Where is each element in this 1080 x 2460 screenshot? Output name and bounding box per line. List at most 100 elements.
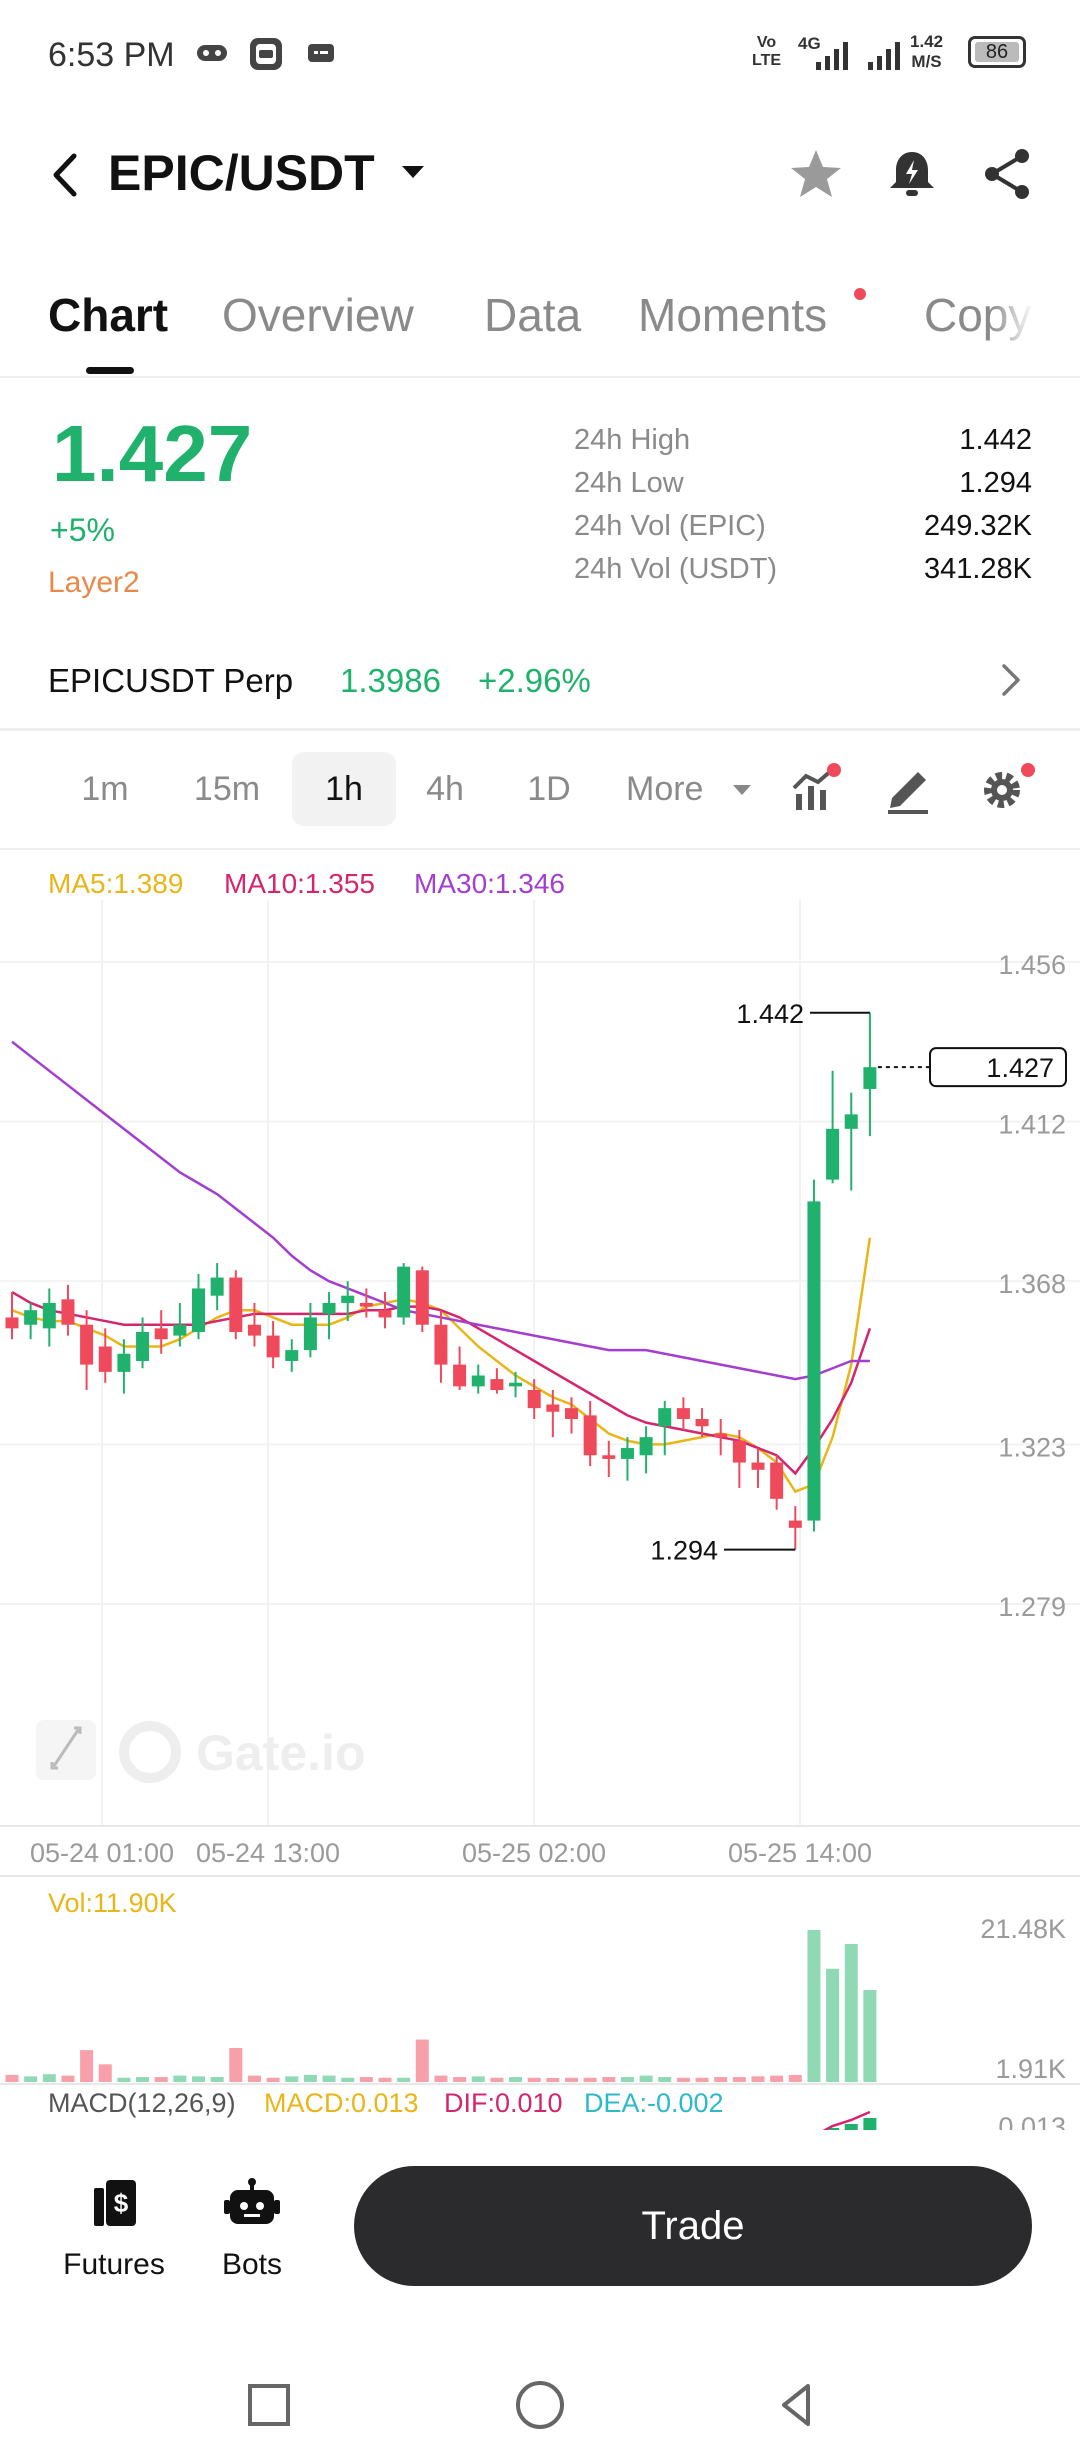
volume-bar <box>434 2075 448 2082</box>
candle-body <box>471 1375 485 1387</box>
interval-1h[interactable]: 1h <box>325 770 363 808</box>
volume-bar <box>154 2077 168 2082</box>
candle-body <box>98 1346 112 1372</box>
tab-copy[interactable]: Copy <box>924 289 1032 341</box>
tab-active-indicator <box>86 367 134 374</box>
candle-body <box>565 1408 578 1420</box>
interval-15m[interactable]: 15m <box>193 770 261 808</box>
annotations: 1.442 1.294 1.427 <box>650 999 1067 1566</box>
volume-bar <box>770 2075 784 2082</box>
interval-1d[interactable]: 1D <box>527 770 571 808</box>
indicators-icon[interactable] <box>790 760 846 816</box>
trade-button-label: Trade <box>641 2203 745 2248</box>
candle-body <box>266 1335 280 1358</box>
recents-icon <box>248 2384 290 2426</box>
y-tick-label: 1.323 <box>998 1432 1066 1462</box>
divider <box>0 728 1080 731</box>
y-axis: 1.456 1.412 1.368 1.323 1.279 <box>998 950 1066 1622</box>
candle-body <box>434 1324 448 1365</box>
macd-legend: MACD:0.013 <box>264 2088 419 2118</box>
watermark-text: Gate.io <box>196 1725 365 1781</box>
candle-body <box>546 1404 560 1412</box>
y-tick-label: 1.368 <box>998 1269 1066 1299</box>
last-price-label: 1.427 <box>986 1053 1054 1083</box>
candle-body <box>732 1440 746 1463</box>
more-caret-icon[interactable] <box>730 780 754 800</box>
tab-overview[interactable]: Overview <box>222 289 414 341</box>
candle-body <box>173 1324 187 1336</box>
macd-legend: DEA:-0.002 <box>584 2088 724 2118</box>
signal-icon-1 <box>816 42 848 70</box>
volume-y-tick: 21.48K <box>980 1914 1066 1944</box>
network-gen: 4G <box>798 34 821 53</box>
volume-bar <box>546 2078 560 2082</box>
volume-bar <box>266 2077 280 2082</box>
draw-pen-icon[interactable] <box>882 760 938 816</box>
bots-icon[interactable] <box>224 2178 280 2230</box>
volume-bar <box>341 2077 355 2082</box>
volume-y-tick: 1.91K <box>995 2054 1066 2084</box>
star-icon[interactable] <box>788 146 844 202</box>
volume-bar <box>42 2074 56 2082</box>
interval-1m[interactable]: 1m <box>81 770 129 808</box>
candle-body <box>42 1302 56 1329</box>
volume-bar <box>732 2077 746 2082</box>
tab-chart[interactable]: Chart <box>48 289 169 341</box>
interval-active-bg <box>292 752 396 826</box>
futures-label[interactable]: Futures <box>63 2248 165 2281</box>
volume-bar <box>527 2077 541 2082</box>
stat-label-vol-quote: 24h Vol (USDT) <box>574 553 778 585</box>
stat-value-vol-base: 249.32K <box>923 510 1032 542</box>
volume-bar <box>415 2039 429 2082</box>
volume-bar <box>247 2075 261 2082</box>
ma5-legend: MA5:1.389 <box>48 868 184 899</box>
alert-bell-icon[interactable] <box>884 146 940 202</box>
settings-gear-icon[interactable] <box>976 760 1036 816</box>
trade-button[interactable]: Trade <box>354 2166 1032 2286</box>
y-tick-label: 1.279 <box>998 1592 1066 1622</box>
candle-body <box>602 1455 616 1459</box>
stat-label-high: 24h High <box>574 424 691 456</box>
volume-bar <box>117 2077 131 2082</box>
tab-data[interactable]: Data <box>484 289 582 341</box>
volume-bar <box>658 2077 672 2082</box>
back-icon[interactable] <box>46 150 86 200</box>
candle-body <box>751 1462 765 1470</box>
game-mode-icon <box>197 45 227 61</box>
volte-indicator: Vo LTE <box>752 34 782 69</box>
volume-bar <box>844 1944 858 2082</box>
candle-body <box>117 1353 131 1372</box>
message-icon <box>308 44 334 62</box>
candle-body <box>303 1317 317 1351</box>
bots-label[interactable]: Bots <box>221 2248 283 2281</box>
pair-title[interactable]: EPIC/USDT <box>108 145 375 201</box>
tab-moments[interactable]: Moments <box>638 289 828 341</box>
candle-body <box>826 1128 840 1180</box>
category-tag[interactable]: Layer2 <box>48 566 140 599</box>
volume-bar <box>788 2074 802 2082</box>
futures-icon[interactable]: $ <box>90 2176 140 2232</box>
volume-bar <box>695 2077 709 2082</box>
candle-body <box>397 1266 411 1318</box>
volume-bar <box>303 2074 317 2082</box>
svg-text:$: $ <box>114 2188 129 2218</box>
dropdown-caret-icon[interactable] <box>398 160 428 184</box>
candle-body <box>714 1433 728 1438</box>
candle-body <box>136 1331 150 1361</box>
candle-body <box>863 1067 877 1089</box>
candle-body <box>453 1364 467 1387</box>
share-icon[interactable] <box>980 146 1036 202</box>
candlestick-chart[interactable]: Gate.io 1.456 1.412 1.368 1.323 1.279 05-24 … <box>0 900 1080 2140</box>
interval-more[interactable]: More <box>626 770 704 808</box>
ma30-legend: MA30:1.346 <box>414 868 565 899</box>
interval-4h[interactable]: 4h <box>426 770 464 808</box>
ma10-legend: MA10:1.355 <box>224 868 375 899</box>
perp-name: EPICUSDT Perp <box>48 662 294 699</box>
y-tick-label: 1.456 <box>998 950 1066 980</box>
candle-body <box>639 1437 653 1456</box>
x-tick-label: 05-24 13:00 <box>196 1838 340 1868</box>
perp-change: +2.96% <box>478 662 591 699</box>
volume-bar <box>807 1930 821 2082</box>
ma-line-ma10 <box>11 1290 872 1476</box>
volume-bar <box>378 2077 392 2082</box>
